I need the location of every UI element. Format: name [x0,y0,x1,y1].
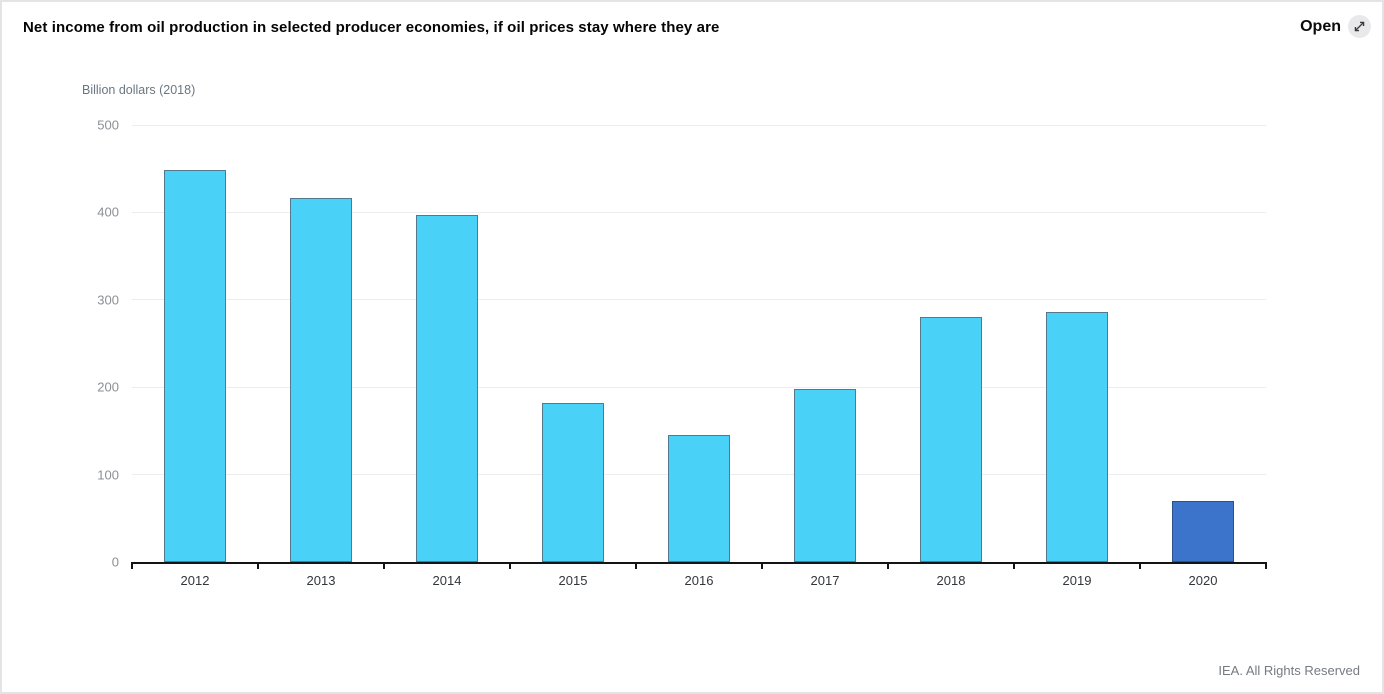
x-axis-tick [383,562,385,569]
gridline-300 [132,299,1266,301]
x-axis-tick [761,562,763,569]
x-axis-tick [1265,562,1267,569]
x-axis-tick [635,562,637,569]
y-axis-unit-label: Billion dollars (2018) [82,83,196,97]
x-tick-label-2015: 2015 [558,573,588,588]
bar-2018[interactable] [920,317,982,562]
x-axis-tick [887,562,889,569]
gridline-400 [132,211,1266,213]
bar-2020[interactable] [1172,500,1234,562]
y-tick-label-500: 500 [97,117,119,133]
x-axis-tick [131,562,133,569]
expand-diagonal-icon[interactable] [1348,15,1371,38]
gridline-500 [132,124,1266,126]
bar-2019[interactable] [1046,312,1108,562]
x-tick-label-2019: 2019 [1062,573,1092,588]
open-button[interactable]: Open [1300,15,1371,38]
x-axis-tick [1139,562,1141,569]
x-axis-tick [1013,562,1015,569]
x-axis-tick [257,562,259,569]
x-tick-label-2012: 2012 [180,573,210,588]
x-tick-label-2013: 2013 [306,573,336,588]
copyright-text: IEA. All Rights Reserved [1218,663,1360,678]
x-axis-tick [509,562,511,569]
bar-2013[interactable] [290,197,352,562]
x-tick-label-2020: 2020 [1188,573,1218,588]
bar-2017[interactable] [794,388,856,562]
y-tick-label-0: 0 [111,554,119,570]
x-tick-label-2016: 2016 [684,573,714,588]
y-tick-label-100: 100 [97,467,119,483]
y-tick-label-400: 400 [97,204,119,220]
y-tick-label-300: 300 [97,292,119,308]
gridline-200 [132,386,1266,388]
bar-2012[interactable] [164,170,226,562]
open-button-label: Open [1300,17,1341,35]
plot-area: 0 100 200 300 400 500 2012 2013 2014 2015 2016 2017… [97,118,1267,588]
x-tick-label-2014: 2014 [432,573,462,588]
bar-2014[interactable] [416,215,478,562]
chart-title: Net income from oil production in select… [23,19,720,36]
x-axis-line [132,562,1266,564]
x-tick-label-2017: 2017 [810,573,840,588]
bar-2015[interactable] [542,402,604,562]
bar-2016[interactable] [668,435,730,562]
x-tick-label-2018: 2018 [936,573,966,588]
y-tick-label-200: 200 [97,379,119,395]
